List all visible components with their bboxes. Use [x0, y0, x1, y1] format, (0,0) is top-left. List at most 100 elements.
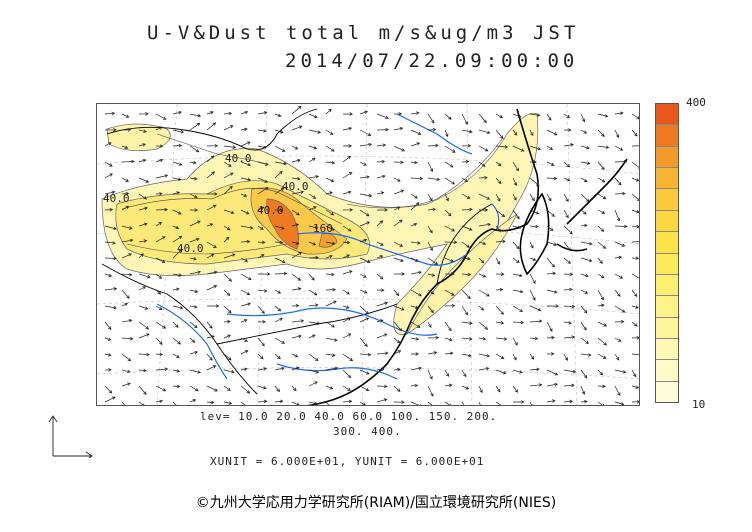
wind-vector [274, 289, 282, 294]
wind-vector [189, 350, 199, 355]
wind-vector [257, 177, 269, 183]
wind-vector [104, 207, 114, 212]
wind-vector [274, 271, 288, 276]
dust-field [101, 112, 539, 336]
wind-vector [274, 399, 284, 404]
wind-vector [121, 159, 135, 164]
wind-vector [529, 193, 535, 202]
wind-vector [461, 143, 472, 148]
wind-vector [631, 224, 639, 229]
wind-vector [257, 161, 269, 166]
wind-vector [461, 401, 465, 405]
wind-vector [155, 289, 162, 295]
wind-vector [444, 337, 453, 342]
wind-vector [444, 193, 449, 202]
wind-vector [104, 337, 112, 341]
wind-vector [138, 239, 148, 243]
wind-vector [240, 141, 251, 147]
wind-vector [376, 351, 389, 355]
wind-vector [121, 191, 130, 196]
wind-vector [342, 369, 352, 379]
wind-vector [291, 241, 300, 245]
vector-units: XUNIT = 6.000E+01, YUNIT = 6.000E+01 [210, 455, 485, 468]
wind-vector [155, 126, 163, 131]
wind-vector [359, 175, 370, 179]
wind-vector [580, 273, 589, 278]
dust-map: 40.0 40.0 40.0 40.0 160 40.0 [96, 103, 640, 406]
wind-vector [563, 143, 574, 147]
wind-vector [393, 337, 401, 344]
wind-vector [274, 366, 285, 371]
wind-vector [427, 401, 433, 405]
wind-vector [444, 303, 456, 308]
wind-vector [155, 367, 169, 371]
wind-vector [223, 172, 234, 179]
wind-vector [104, 368, 112, 372]
wind-vector [189, 208, 199, 212]
dust-region-peak2 [318, 233, 338, 248]
wind-vector [631, 273, 639, 281]
wind-vector [291, 252, 302, 259]
wind-vector [223, 289, 231, 297]
wind-vector [614, 401, 625, 405]
wind-vector [393, 321, 403, 332]
contours [121, 133, 503, 255]
wind-vector [546, 209, 555, 217]
wind-vector [155, 257, 166, 263]
wind-vector [461, 369, 467, 378]
wind-vector [410, 321, 421, 328]
wind-vector [121, 177, 130, 182]
wind-vector [207, 304, 220, 308]
wind-vector [495, 257, 500, 265]
wind-vector [461, 321, 473, 325]
wind-vector [444, 177, 456, 185]
wind-vector [444, 225, 455, 232]
wind-vector [257, 272, 271, 276]
wind-vector [529, 305, 542, 312]
wind-vector [631, 241, 639, 243]
wind-vector [393, 367, 401, 372]
wind-vector [325, 209, 335, 216]
wind-vector [189, 220, 201, 227]
wind-vector [257, 145, 267, 149]
wind-vector [206, 365, 217, 371]
wind-vector [529, 241, 534, 249]
wind-vector [189, 122, 201, 131]
wind-vector [189, 193, 198, 199]
wind-vector [427, 369, 433, 380]
wind-vectors [104, 105, 639, 405]
wind-vector [393, 350, 402, 355]
color-scale-cell [656, 146, 678, 169]
wind-vector [257, 225, 264, 230]
wind-vector [325, 225, 335, 231]
wind-vector [206, 353, 213, 361]
wind-vector [444, 113, 452, 120]
wind-vector [495, 337, 508, 341]
wind-vector [427, 113, 435, 124]
wind-vector [393, 305, 405, 311]
wind-vector [291, 209, 300, 216]
wind-vector [563, 113, 571, 118]
wind-vector [121, 238, 134, 243]
wind-vector [597, 161, 605, 171]
wind-vector [427, 143, 439, 148]
wind-vector [189, 289, 199, 293]
wind-vector [393, 160, 404, 165]
wind-vector [563, 399, 574, 404]
wind-vector [512, 177, 517, 186]
wind-vector [121, 382, 131, 387]
wind-vector [325, 241, 336, 246]
wind-vector [172, 191, 181, 195]
wind-vector [512, 273, 523, 278]
wind-vector [512, 241, 520, 250]
wind-vector [359, 209, 370, 217]
wind-vector [529, 209, 540, 215]
wind-vector [189, 399, 197, 403]
wind-vector [274, 161, 288, 166]
wind-vector [563, 161, 571, 168]
wind-vector [223, 305, 232, 314]
wind-vector [512, 353, 517, 361]
wind-vector [461, 385, 470, 390]
wind-vector [631, 129, 638, 137]
wind-vector [240, 273, 252, 281]
